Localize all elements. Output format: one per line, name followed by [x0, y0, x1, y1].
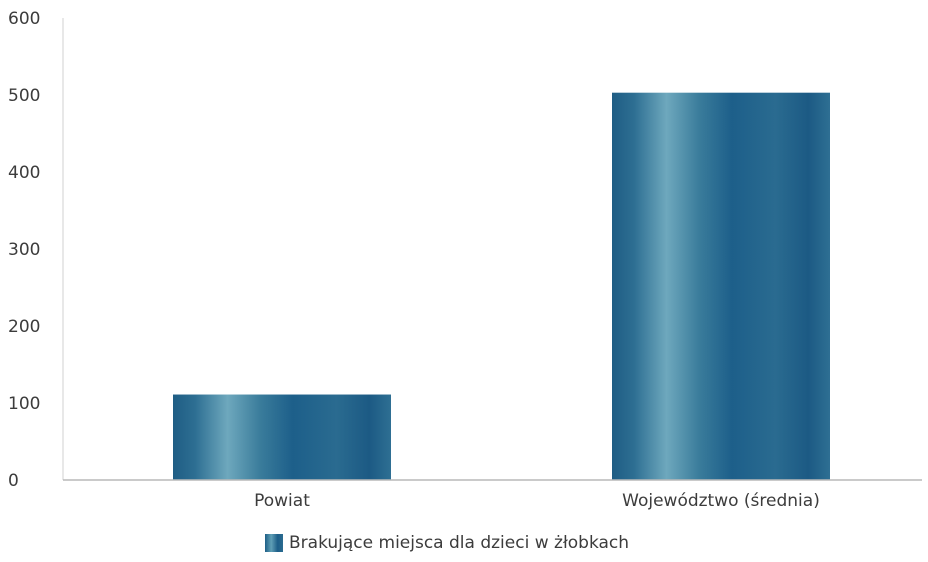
- y-tick-label: 400: [8, 163, 40, 183]
- y-tick-label: 0: [8, 471, 19, 491]
- legend: Brakujące miejsca dla dzieci w żłobkach: [265, 533, 629, 553]
- y-tick-label: 200: [8, 317, 40, 337]
- x-axis-labels: Powiat Województwo (średnia): [254, 491, 820, 511]
- bar-chart: 0 100 200 300 400 500 600 Powiat Województwo (ś…: [8, 9, 922, 511]
- x-category-label: Powiat: [254, 491, 310, 511]
- y-tick-label: 500: [8, 86, 40, 106]
- legend-swatch: [265, 534, 283, 552]
- y-axis-ticks: 0 100 200 300 400 500 600: [8, 9, 40, 491]
- legend-label: Brakujące miejsca dla dzieci w żłobkach: [289, 533, 630, 553]
- bar: [612, 92, 830, 480]
- bars: [173, 92, 830, 480]
- y-tick-label: 100: [8, 394, 40, 414]
- y-tick-label: 300: [8, 240, 40, 260]
- y-tick-label: 600: [8, 9, 40, 29]
- bar: [173, 394, 391, 480]
- x-category-label: Województwo (średnia): [622, 491, 820, 511]
